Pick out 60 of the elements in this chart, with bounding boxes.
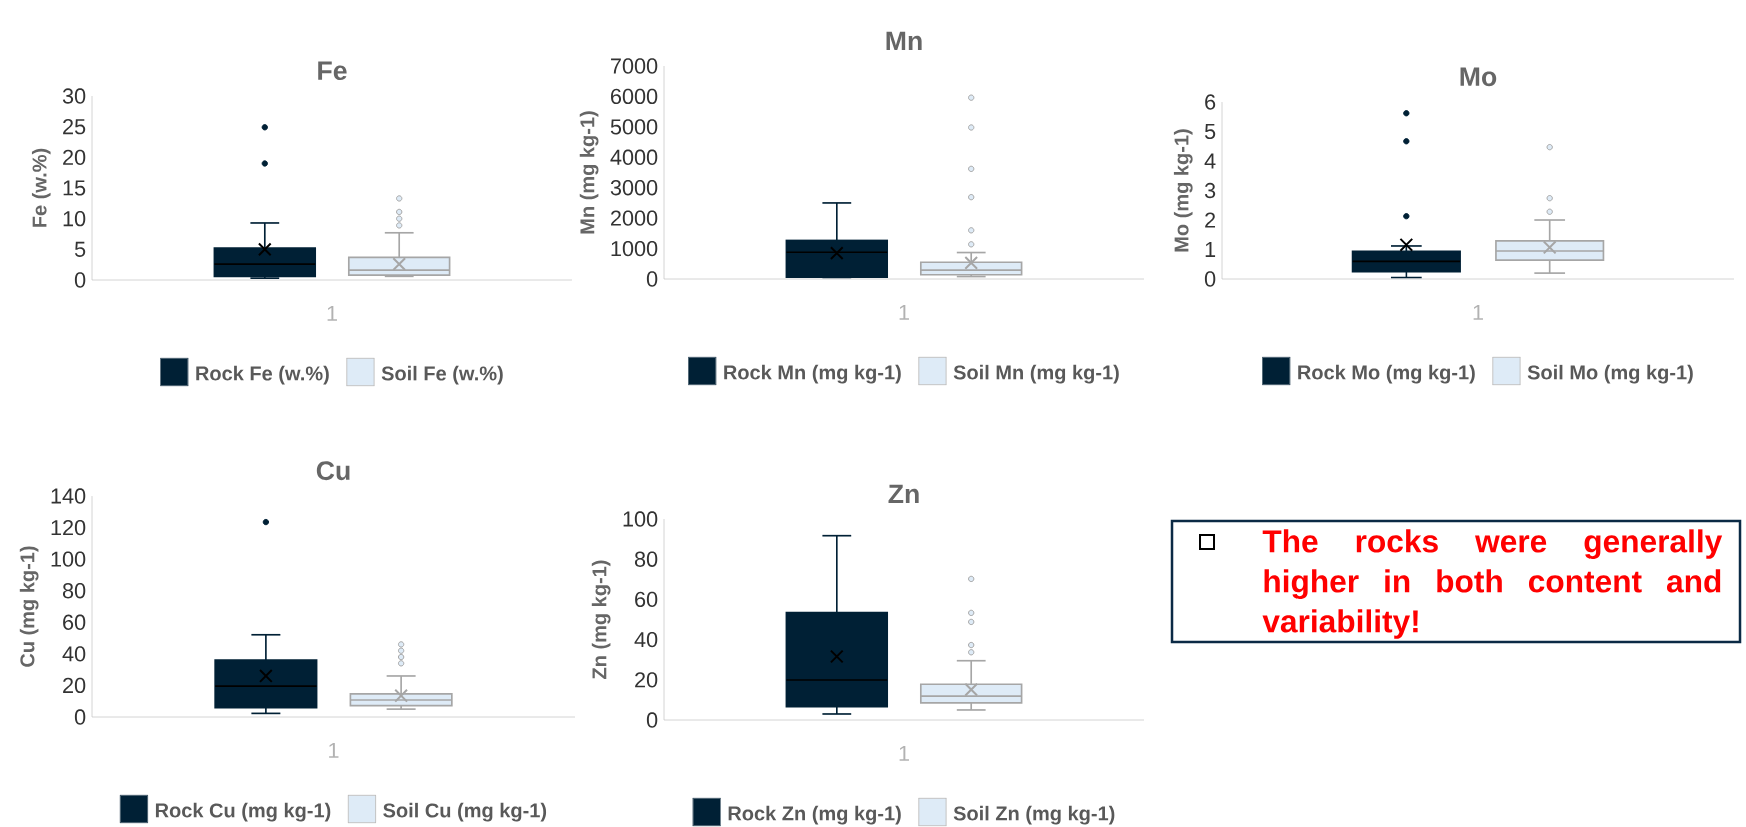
y-tick-label: 5 [1204, 123, 1216, 140]
x-tick-label: 1 [899, 304, 909, 320]
y-tick-label: 140 [51, 488, 86, 504]
y-tick-label: 80 [62, 583, 86, 599]
y-tick-label: 7000 [611, 58, 658, 74]
y-tick-label: 5000 [610, 119, 658, 135]
y-tick-label: 100 [623, 511, 658, 527]
legend-label: Soil Cu (mg kg-1) [383, 802, 547, 822]
y-tick-label: 10 [63, 211, 86, 227]
y-tick-label: 80 [634, 551, 658, 567]
y-tick-label: 40 [634, 631, 658, 648]
y-tick-label: 2000 [611, 210, 658, 226]
y-axis-title: Zn (mg kg-1) [591, 560, 611, 679]
chart-title: Mo [1460, 67, 1497, 87]
y-tick-label: 20 [635, 672, 658, 688]
y-axis-title: Fe (w.%) [31, 148, 51, 227]
chart-title: Cu [316, 461, 350, 481]
y-tick-label: 0 [74, 709, 86, 725]
y-tick-label: 60 [63, 614, 86, 630]
y-tick-label: 6000 [611, 88, 658, 105]
legend-label: Rock Zn (mg kg-1) [728, 805, 901, 825]
y-tick-label: 120 [51, 519, 86, 536]
y-tick-label: 1 [1205, 242, 1216, 257]
legend-label: Rock Mn (mg kg-1) [724, 364, 901, 384]
text: The rocks were generally higher in both content and variability! [1262, 529, 1723, 639]
y-tick-label: 20 [63, 149, 86, 166]
chart-title: Zn [888, 484, 919, 504]
legend-label: Soil Mo (mg kg-1) [1527, 364, 1693, 384]
y-tick-label: 30 [62, 88, 86, 104]
legend-label: Soil Zn (mg kg-1) [953, 805, 1115, 825]
y-tick-label: 2 [1205, 212, 1216, 228]
x-tick-label: 1 [327, 305, 337, 321]
y-tick-label: 4000 [610, 149, 658, 165]
y-tick-label: 60 [635, 591, 658, 608]
y-tick-label: 4 [1204, 153, 1216, 169]
legend-label: Soil Fe (w.%) [381, 365, 503, 385]
y-tick-label: 6 [1205, 94, 1216, 110]
y-tick-label: 0 [1204, 271, 1216, 287]
y-axis-title: Mo (mg kg-1) [1173, 129, 1193, 252]
y-tick-label: 25 [63, 119, 86, 135]
legend-label: Rock Cu (mg kg-1) [155, 802, 331, 822]
legend-label: Rock Mo (mg kg-1) [1298, 364, 1475, 384]
y-tick-label: 5 [74, 241, 86, 257]
chart-title: Mn [886, 31, 922, 51]
y-tick-label: 0 [646, 271, 658, 287]
y-tick-label: 3 [1204, 182, 1216, 199]
y-axis-title: Mn (mg kg-1) [579, 111, 599, 234]
y-tick-label: 3000 [610, 180, 658, 196]
chart-title: Fe [318, 61, 347, 81]
y-tick-label: 40 [62, 646, 86, 662]
y-axis-title: Cu (mg kg-1) [19, 546, 39, 667]
legend-label: Rock Fe (w.%) [196, 365, 329, 385]
x-tick-label: 1 [1473, 304, 1483, 320]
y-tick-label: 100 [51, 551, 86, 567]
y-tick-label: 15 [63, 180, 86, 196]
y-tick-label: 0 [646, 712, 658, 728]
y-tick-label: 0 [74, 272, 86, 288]
y-tick-label: 1000 [611, 240, 658, 257]
legend-label: Soil Mn (mg kg-1) [953, 364, 1119, 384]
y-tick-label: 20 [63, 677, 86, 694]
